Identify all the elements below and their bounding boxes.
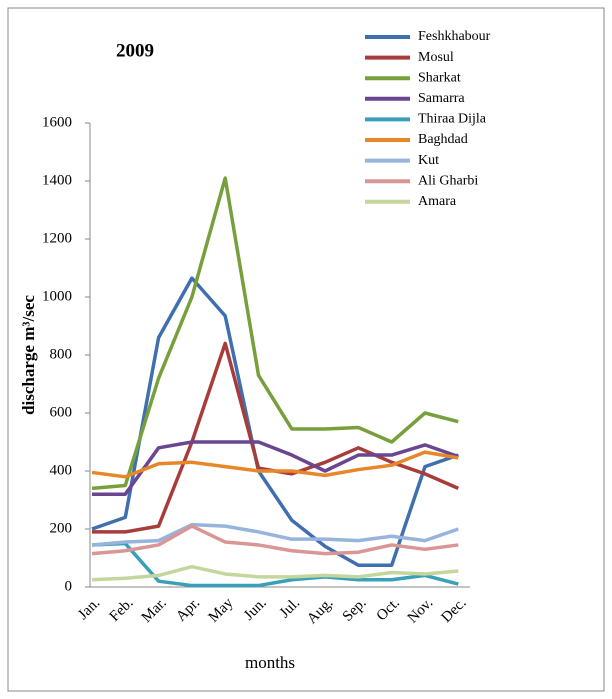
y-tick-label: 1000 xyxy=(42,288,72,304)
y-tick-label: 1400 xyxy=(42,172,72,188)
legend-label: Sharkat xyxy=(418,70,461,85)
y-tick-label: 400 xyxy=(50,462,73,478)
y-tick-label: 600 xyxy=(50,404,73,420)
legend-label: Mosul xyxy=(418,50,454,65)
legend-label: Samarra xyxy=(418,91,465,106)
legend-label: Baghdad xyxy=(418,132,468,147)
chart-border xyxy=(7,7,605,692)
y-tick-label: 1600 xyxy=(42,114,72,130)
y-tick-label: 200 xyxy=(50,520,73,536)
legend-label: Kut xyxy=(418,153,439,168)
x-axis-label: months xyxy=(245,653,295,672)
legend-label: Thiraa Dijla xyxy=(418,112,487,127)
y-tick-label: 800 xyxy=(50,346,73,362)
series-line xyxy=(91,276,459,567)
y-tick-label: 1200 xyxy=(42,230,72,246)
series-line xyxy=(91,450,459,479)
y-axis-label: discharge m³/sec xyxy=(19,295,38,415)
chart-title: 2009 xyxy=(116,40,154,61)
series-line xyxy=(91,176,459,491)
legend-label: Ali Gharbi xyxy=(418,173,478,188)
legend-label: Amara xyxy=(418,194,457,209)
series-line xyxy=(91,524,459,556)
series-line xyxy=(91,564,459,582)
series-line xyxy=(91,522,459,547)
y-tick-label: 0 xyxy=(65,578,73,594)
series-line xyxy=(92,440,459,496)
legend-label: Feshkhabour xyxy=(418,29,491,44)
